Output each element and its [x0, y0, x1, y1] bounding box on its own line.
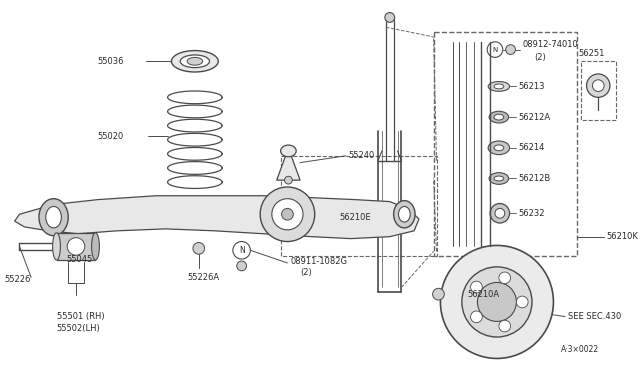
Ellipse shape [172, 51, 218, 72]
Text: 56210A: 56210A [468, 290, 500, 299]
Circle shape [490, 203, 509, 223]
Ellipse shape [488, 141, 509, 155]
Text: 08912-74010: 08912-74010 [522, 40, 578, 49]
Ellipse shape [280, 145, 296, 157]
Ellipse shape [488, 81, 509, 91]
Ellipse shape [39, 199, 68, 236]
Circle shape [516, 296, 528, 308]
Circle shape [272, 199, 303, 230]
Text: (2): (2) [300, 268, 312, 277]
Circle shape [495, 208, 505, 218]
Text: A·3×0022: A·3×0022 [561, 344, 599, 354]
Circle shape [499, 320, 511, 332]
Text: 56214: 56214 [518, 143, 545, 152]
Ellipse shape [494, 114, 504, 120]
Text: 56212A: 56212A [518, 113, 550, 122]
Ellipse shape [494, 176, 504, 181]
Text: 56212B: 56212B [518, 174, 550, 183]
Ellipse shape [52, 233, 60, 260]
Circle shape [385, 13, 395, 22]
Circle shape [237, 261, 246, 271]
Circle shape [487, 42, 503, 57]
Circle shape [260, 187, 315, 241]
Ellipse shape [394, 201, 415, 228]
Circle shape [193, 243, 205, 254]
Text: 55226: 55226 [5, 275, 31, 284]
Circle shape [477, 282, 516, 321]
Bar [280, 156, 436, 256]
Circle shape [462, 267, 532, 337]
Text: 55036: 55036 [97, 57, 124, 66]
Text: N: N [492, 46, 497, 52]
Circle shape [285, 176, 292, 184]
Bar [580, 61, 616, 120]
Circle shape [470, 281, 483, 293]
Text: 56232: 56232 [518, 209, 545, 218]
Text: 55226A: 55226A [187, 273, 220, 282]
Circle shape [506, 45, 515, 54]
Circle shape [233, 241, 250, 259]
Text: 55502(LH): 55502(LH) [56, 324, 100, 333]
Circle shape [470, 311, 483, 323]
Ellipse shape [489, 111, 509, 123]
Ellipse shape [92, 233, 99, 260]
Polygon shape [56, 233, 95, 260]
Circle shape [586, 74, 610, 97]
Polygon shape [15, 196, 419, 238]
Ellipse shape [399, 206, 410, 222]
Text: 55020: 55020 [97, 132, 124, 141]
Circle shape [593, 80, 604, 92]
Ellipse shape [494, 145, 504, 151]
Circle shape [67, 238, 84, 255]
Circle shape [440, 246, 554, 359]
Text: 56210E: 56210E [339, 213, 371, 222]
Text: 56213: 56213 [518, 82, 545, 91]
Ellipse shape [494, 84, 504, 89]
Text: 56251: 56251 [579, 49, 605, 58]
Bar [433, 32, 577, 256]
Text: 56210K: 56210K [606, 232, 638, 241]
Text: (2): (2) [534, 53, 546, 62]
Circle shape [499, 272, 511, 284]
Ellipse shape [187, 57, 203, 65]
Text: 55501 (RH): 55501 (RH) [56, 312, 104, 321]
Text: 55045: 55045 [67, 254, 93, 264]
Text: 08911-1082G: 08911-1082G [291, 257, 348, 266]
Ellipse shape [46, 206, 61, 228]
Circle shape [282, 208, 293, 220]
Ellipse shape [489, 173, 509, 185]
Text: N: N [239, 246, 244, 255]
Polygon shape [276, 148, 300, 180]
Ellipse shape [180, 55, 209, 68]
Circle shape [433, 288, 444, 300]
Text: 55240: 55240 [349, 151, 375, 160]
Text: SEE SEC.430: SEE SEC.430 [568, 312, 621, 321]
